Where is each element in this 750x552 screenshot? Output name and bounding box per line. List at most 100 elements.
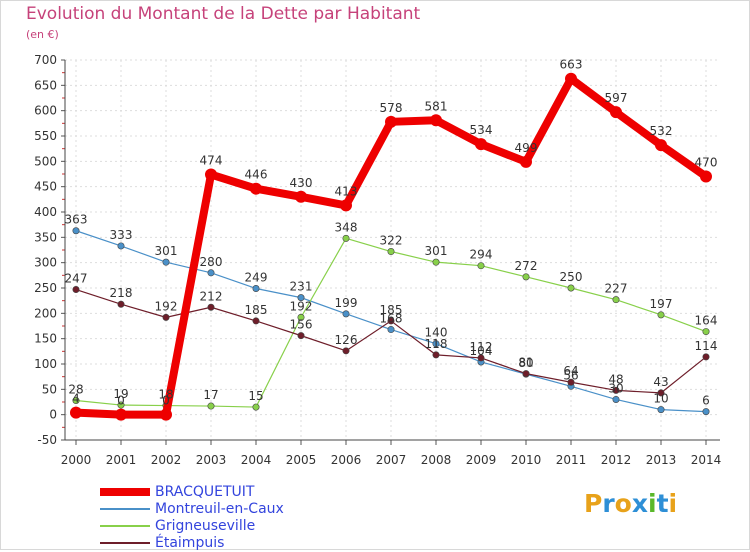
- data-point: [115, 408, 127, 421]
- data-label: 301: [155, 244, 178, 258]
- data-point: [297, 294, 305, 302]
- data-point: [252, 403, 260, 411]
- data-point: [655, 139, 667, 152]
- data-point: [160, 408, 172, 421]
- data-label: 104: [470, 344, 493, 358]
- y-tick-label: 50: [42, 382, 57, 396]
- data-label: 597: [605, 91, 628, 105]
- data-point: [340, 199, 352, 212]
- data-point: [297, 332, 305, 340]
- data-point: [657, 311, 665, 319]
- legend-label: BRACQUETUIT: [155, 484, 255, 500]
- data-point: [72, 396, 80, 404]
- data-label: 333: [110, 228, 133, 242]
- y-tick-label: 500: [34, 154, 57, 168]
- data-label: 470: [695, 156, 718, 170]
- data-point: [70, 406, 82, 419]
- data-label: 534: [470, 123, 493, 137]
- data-label: 48: [608, 372, 623, 386]
- x-tick-label: 2009: [466, 453, 497, 467]
- data-label: 250: [560, 270, 583, 284]
- y-tick-label: -50: [37, 433, 57, 447]
- data-point: [432, 340, 440, 348]
- x-tick-label: 2012: [601, 453, 632, 467]
- x-tick-label: 2014: [691, 453, 722, 467]
- data-label: 218: [110, 286, 133, 300]
- logo-letter: r: [602, 489, 615, 518]
- data-label: 168: [380, 312, 403, 326]
- x-tick-label: 2008: [421, 453, 452, 467]
- data-point: [295, 190, 307, 203]
- data-point: [702, 328, 710, 336]
- x-tick-label: 2010: [511, 453, 542, 467]
- data-point: [117, 242, 125, 250]
- data-label: 30: [608, 381, 623, 395]
- legend-swatch: [100, 542, 150, 544]
- data-point: [252, 285, 260, 293]
- data-point: [117, 401, 125, 409]
- y-tick-label: 0: [49, 408, 57, 422]
- data-point: [567, 378, 575, 386]
- data-label: 185: [245, 303, 268, 317]
- proxiti-logo: Proxiti: [584, 489, 677, 518]
- y-tick-label: 700: [34, 53, 57, 67]
- data-point: [162, 313, 170, 321]
- logo-letter: t: [656, 489, 669, 518]
- x-tick-label: 2001: [106, 453, 137, 467]
- data-point: [297, 313, 305, 321]
- logo-letter: i: [668, 489, 678, 518]
- data-label: 28: [68, 382, 83, 396]
- data-point: [207, 303, 215, 311]
- data-point: [72, 286, 80, 294]
- legend-swatch: [100, 508, 150, 510]
- data-label: 348: [335, 220, 358, 234]
- x-tick-label: 2004: [241, 453, 272, 467]
- data-point: [162, 258, 170, 266]
- data-point: [477, 262, 485, 270]
- data-label: 192: [155, 299, 178, 313]
- data-point: [657, 406, 665, 414]
- data-label: 118: [425, 337, 448, 351]
- data-label: 10: [653, 392, 668, 406]
- data-label: 64: [563, 364, 578, 378]
- data-point: [207, 269, 215, 277]
- data-point: [520, 155, 532, 168]
- data-label: 322: [380, 234, 403, 248]
- data-point: [205, 168, 217, 181]
- x-tick-label: 2003: [196, 453, 227, 467]
- data-point: [432, 258, 440, 266]
- data-label: 430: [290, 176, 313, 190]
- y-tick-label: 300: [34, 256, 57, 270]
- data-label: 15: [248, 389, 263, 403]
- data-point: [522, 273, 530, 281]
- x-tick-label: 2000: [61, 453, 92, 467]
- chart-subtitle: (en €): [26, 28, 59, 41]
- data-label: 532: [650, 124, 673, 138]
- data-label: 294: [470, 248, 493, 262]
- legend-label: Étaimpuis: [155, 535, 225, 551]
- data-label: 0: [162, 394, 170, 408]
- data-label: 227: [605, 282, 628, 296]
- data-point: [342, 347, 350, 355]
- y-tick-label: 100: [34, 357, 57, 371]
- data-point: [702, 353, 710, 361]
- data-point: [612, 296, 620, 304]
- data-label: 17: [203, 388, 218, 402]
- logo-letter: i: [648, 489, 657, 518]
- x-tick-label: 2013: [646, 453, 677, 467]
- data-point: [432, 351, 440, 359]
- data-label: 112: [470, 340, 493, 354]
- data-label: 164: [695, 314, 718, 328]
- data-point: [430, 114, 442, 127]
- data-label: 18: [158, 388, 173, 402]
- data-point: [252, 317, 260, 325]
- x-tick-label: 2007: [376, 453, 407, 467]
- y-tick-label: 350: [34, 230, 57, 244]
- x-tick-label: 2005: [286, 453, 317, 467]
- data-point: [565, 72, 577, 85]
- data-label: 192: [290, 299, 313, 313]
- data-point: [72, 227, 80, 235]
- data-point: [342, 310, 350, 318]
- x-tick-label: 2006: [331, 453, 362, 467]
- data-label: 280: [200, 255, 223, 269]
